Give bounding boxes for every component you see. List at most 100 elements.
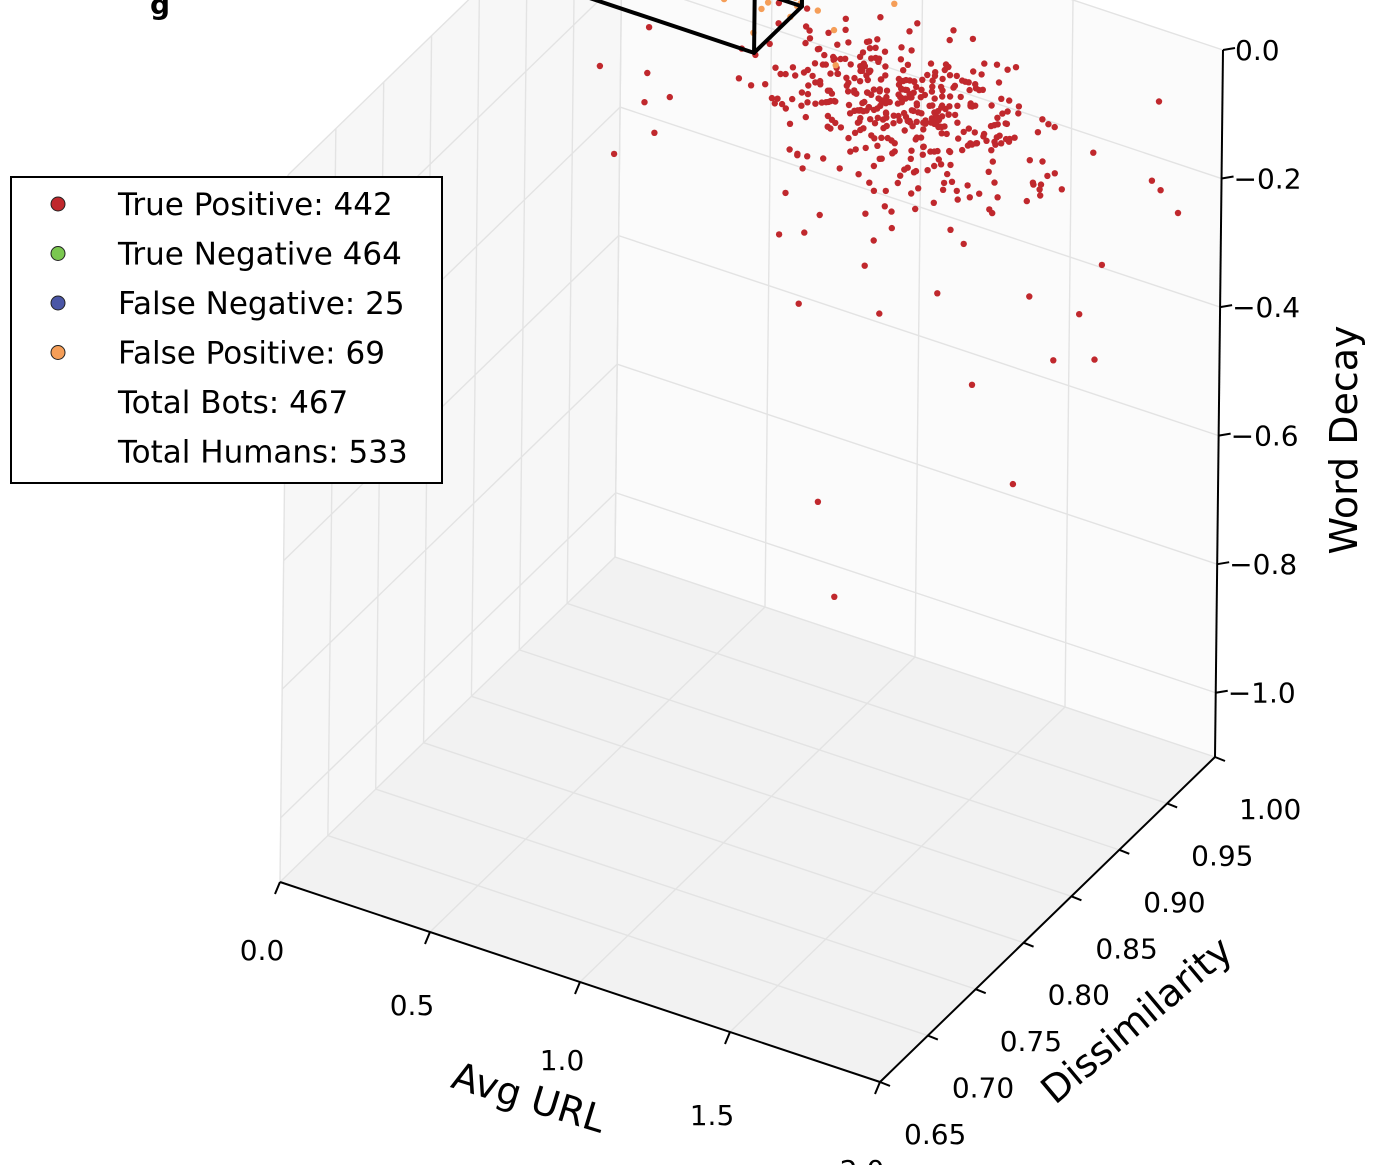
- data-point: [610, 150, 618, 158]
- legend-entry: False Positive: 69: [118, 336, 385, 372]
- data-point: [908, 47, 915, 54]
- data-point: [866, 45, 874, 52]
- data-point: [826, 87, 833, 94]
- data-point: [931, 72, 939, 80]
- y-tick: [1071, 895, 1082, 902]
- data-point: [821, 51, 828, 59]
- grid-line: [566, 602, 1168, 805]
- x-tick-label: 0.5: [390, 989, 435, 1022]
- data-point: [876, 88, 883, 95]
- data-point: [929, 102, 936, 109]
- data-point: [1037, 181, 1045, 188]
- data-point: [828, 116, 836, 124]
- x-tick-label: 1.0: [540, 1044, 585, 1077]
- legend: True Positive: 442 True Negative 464 False…: [10, 176, 443, 484]
- grid-line: [566, 0, 575, 604]
- data-point: [837, 124, 845, 131]
- data-point: [798, 89, 806, 96]
- data-point: [811, 60, 819, 67]
- legend-marker: [50, 196, 66, 212]
- data-point: [798, 102, 805, 109]
- grid-line: [614, 0, 623, 558]
- data-point: [870, 162, 878, 170]
- data-point: [651, 129, 658, 136]
- data-point: [874, 36, 881, 43]
- data-point: [856, 78, 864, 85]
- z-tick-label: 0.0: [1235, 34, 1280, 67]
- data-point: [771, 100, 778, 107]
- y-tick: [927, 1034, 939, 1041]
- data-point: [641, 99, 648, 106]
- data-point: [842, 26, 849, 33]
- data-point: [875, 95, 882, 102]
- data-point: [805, 82, 812, 89]
- data-point: [1037, 192, 1044, 199]
- data-point: [904, 164, 911, 171]
- data-point: [894, 179, 901, 187]
- z-tick-label: −1.0: [1228, 677, 1296, 710]
- data-point: [764, 0, 772, 6]
- data-point: [888, 224, 895, 232]
- data-point: [832, 98, 839, 105]
- data-point: [981, 60, 988, 67]
- data-point: [953, 187, 960, 195]
- data-point: [666, 93, 673, 101]
- data-point: [1091, 356, 1098, 363]
- data-point: [802, 23, 810, 30]
- y-tick: [975, 988, 987, 995]
- data-point: [1058, 186, 1066, 193]
- data-point: [782, 105, 789, 112]
- z-tick: [1219, 304, 1233, 309]
- data-point: [908, 147, 915, 154]
- data-point: [775, 0, 783, 7]
- data-point: [812, 79, 819, 86]
- tick-labels: 0.0 0.5 1.0 1.5 2.0 0.65 0.70 0.75 0.80 0.85 0.90 0…: [240, 34, 1302, 1165]
- x-tick: [274, 881, 281, 895]
- data-point: [946, 93, 954, 100]
- y-tick-label: 0.65: [904, 1118, 966, 1151]
- data-point: [972, 85, 980, 92]
- data-point: [867, 116, 874, 123]
- data-point: [827, 125, 834, 132]
- data-point: [912, 167, 920, 175]
- data-point: [934, 107, 942, 115]
- data-point: [890, 120, 897, 127]
- z-tick: [1221, 175, 1234, 180]
- grid-line: [729, 706, 1066, 1033]
- data-point: [1039, 158, 1046, 165]
- data-point: [901, 127, 908, 134]
- data-point: [924, 71, 931, 79]
- y-tick-label: 0.95: [1191, 839, 1253, 872]
- data-point: [878, 76, 885, 83]
- data-point: [939, 93, 946, 100]
- grid-line: [375, 788, 976, 990]
- data-point: [895, 91, 902, 98]
- data-point: [851, 89, 858, 96]
- x-tick-label: 2.0: [840, 1154, 885, 1165]
- data-point: [758, 5, 765, 13]
- data-point: [972, 102, 979, 109]
- data-point: [804, 99, 811, 106]
- data-point: [976, 190, 983, 197]
- data-point: [854, 119, 862, 126]
- data-point: [983, 137, 990, 144]
- data-point: [851, 129, 859, 136]
- data-point: [992, 141, 999, 148]
- data-point: [883, 87, 891, 94]
- data-point: [1051, 170, 1059, 177]
- grid-line: [470, 0, 481, 697]
- data-point: [978, 71, 985, 78]
- data-point: [931, 95, 938, 102]
- data-point: [1034, 129, 1042, 136]
- z-tick: [1217, 561, 1230, 566]
- data-point: [801, 229, 808, 236]
- data-point: [915, 109, 922, 116]
- data-point: [845, 101, 853, 109]
- data-point: [947, 161, 954, 169]
- data-point: [930, 199, 937, 206]
- grid-line: [618, 234, 1219, 437]
- data-point: [902, 76, 910, 84]
- data-point: [999, 110, 1006, 117]
- data-point: [991, 179, 998, 186]
- data-point: [967, 140, 974, 147]
